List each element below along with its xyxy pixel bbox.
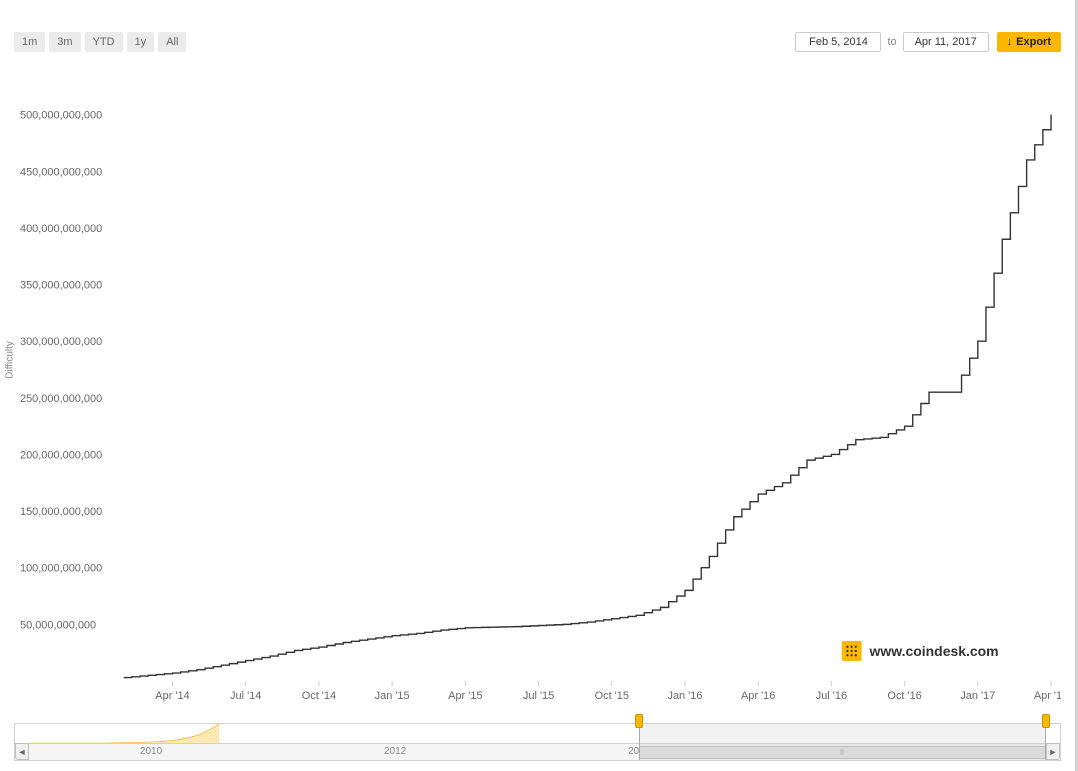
nav-mini-chart[interactable] xyxy=(29,724,219,743)
range-button-group: 1m3mYTD1yAll xyxy=(14,32,186,52)
y-tick-label: 150,000,000,000 xyxy=(20,506,102,518)
attribution-text: www.coindesk.com xyxy=(870,643,999,659)
x-tick-label: Jan '15 xyxy=(375,690,410,702)
nav-scroll-right-button[interactable]: ► xyxy=(1046,743,1060,760)
x-tick-label: Oct '16 xyxy=(887,690,921,702)
main-chart-area: Difficulty 50,000,000,000100,000,000,000… xyxy=(14,62,1061,721)
y-tick-label: 200,000,000,000 xyxy=(20,449,102,461)
nav-body: 2010201220142016⠿ xyxy=(29,724,1046,760)
x-tick-label: Jul '15 xyxy=(523,690,554,702)
date-to-label: to xyxy=(887,36,896,48)
nav-selection[interactable] xyxy=(639,724,1046,760)
main-chart-svg[interactable]: 50,000,000,000 100,000,000,000 150,000,000… xyxy=(14,62,1061,721)
y-tick-label: 500,000,000,000 xyxy=(20,110,102,122)
x-tick-label: Jan '17 xyxy=(960,690,995,702)
nav-scroll-left-button[interactable]: ◄ xyxy=(15,743,29,760)
x-tick-label: Jul '14 xyxy=(230,690,261,702)
y-tick-label: 250,000,000,000 xyxy=(20,393,102,405)
y-tick-label: 100,000,000,000 xyxy=(20,563,102,575)
range-button-3m[interactable]: 3m xyxy=(49,32,80,52)
nav-x-label: 2012 xyxy=(384,746,406,757)
date-range-group: to xyxy=(795,32,988,52)
range-button-1m[interactable]: 1m xyxy=(14,32,45,52)
y-tick-label: 50,000,000,000 xyxy=(20,619,96,631)
date-from-input[interactable] xyxy=(795,32,881,52)
chart-navigator: ◄ 2010201220142016⠿ ► xyxy=(14,723,1061,761)
range-button-1y[interactable]: 1y xyxy=(127,32,155,52)
range-button-ytd[interactable]: YTD xyxy=(85,32,123,52)
x-tick-label: Apr '16 xyxy=(741,690,775,702)
range-button-all[interactable]: All xyxy=(158,32,186,52)
x-tick-label: Jul '16 xyxy=(816,690,847,702)
y-tick-label: 400,000,000,000 xyxy=(20,223,102,235)
date-to-input[interactable] xyxy=(903,32,989,52)
nav-handle-right[interactable] xyxy=(1042,714,1050,728)
difficulty-line xyxy=(124,115,1051,678)
y-tick-label: 450,000,000,000 xyxy=(20,166,102,178)
chart-toolbar: 1m3mYTD1yAll to Export xyxy=(14,30,1061,54)
export-label: Export xyxy=(1016,36,1051,48)
y-tick-label: 350,000,000,000 xyxy=(20,280,102,292)
x-tick-label: Apr '14 xyxy=(155,690,189,702)
x-tick-label: Apr '15 xyxy=(448,690,482,702)
nav-handle-left[interactable] xyxy=(635,714,643,728)
y-tick-label: 300,000,000,000 xyxy=(20,336,102,348)
x-tick-label: Oct '14 xyxy=(302,690,336,702)
x-tick-label: Oct '15 xyxy=(595,690,629,702)
attribution: www.coindesk.com xyxy=(842,641,1051,661)
x-tick-label: Jan '16 xyxy=(667,690,702,702)
x-tick-label: Apr '17 xyxy=(1034,690,1061,702)
nav-mini-area xyxy=(29,724,219,743)
export-button[interactable]: Export xyxy=(997,32,1061,52)
nav-x-label: 2010 xyxy=(140,746,162,757)
coindesk-logo-icon xyxy=(842,641,862,661)
